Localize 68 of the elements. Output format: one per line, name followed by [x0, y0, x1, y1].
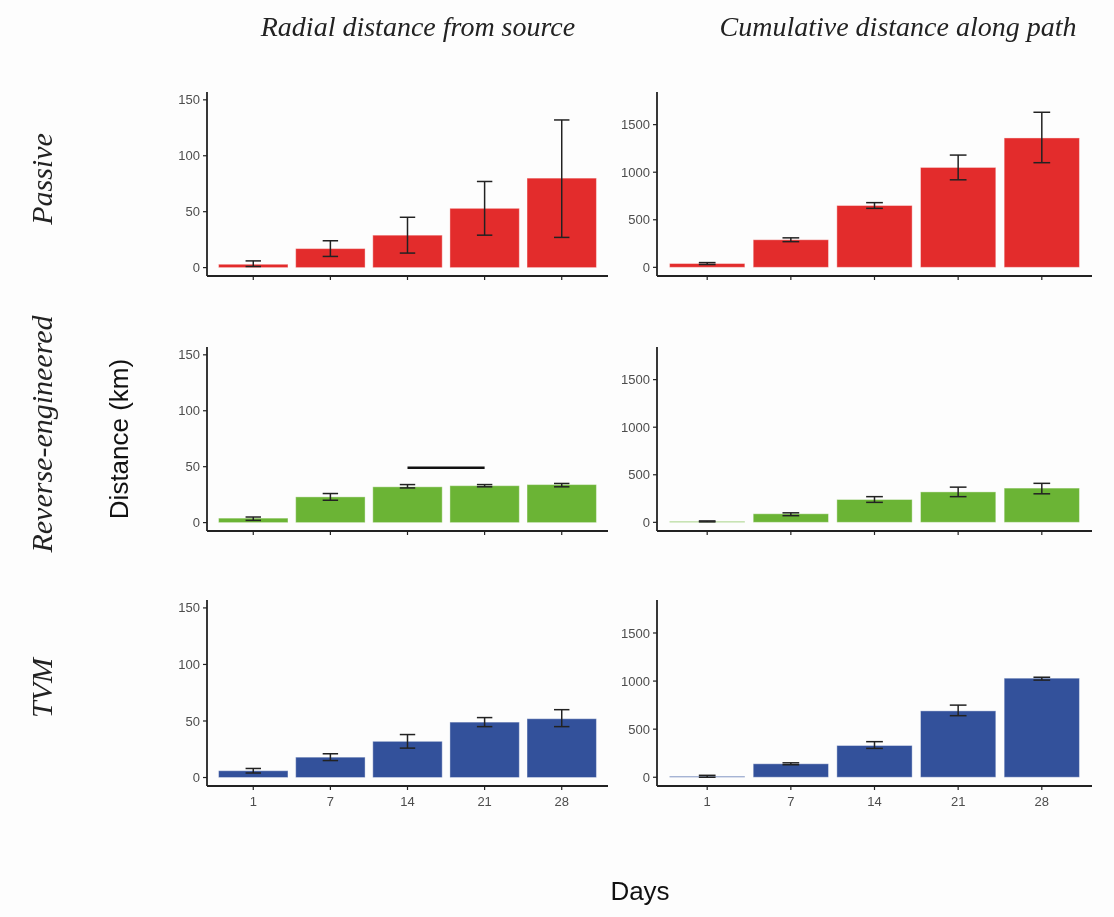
- bar: [836, 499, 913, 523]
- y-tick-label: 100: [178, 657, 200, 672]
- y-tick-label: 0: [192, 260, 200, 276]
- x-tick-label: 1: [703, 794, 711, 809]
- bar: [295, 248, 366, 269]
- chart-title: Radial distance from source: [259, 11, 576, 42]
- bar: [449, 207, 520, 269]
- bar: [836, 745, 913, 778]
- bar: [752, 763, 829, 778]
- y-tick-label: 1500: [621, 117, 650, 133]
- bar: [752, 513, 829, 523]
- x-tick-label: 14: [400, 794, 415, 809]
- y-tick-label: 500: [628, 721, 650, 737]
- y-tick-label: 50: [185, 459, 200, 475]
- text: Passive: [25, 133, 58, 226]
- y-tick-label: 150: [178, 92, 200, 108]
- bar: [1003, 487, 1080, 523]
- x-tick-label: 7: [787, 794, 795, 809]
- chart-title: Cumulative distance along path: [719, 11, 1077, 42]
- y-axis-title: Distance (km): [104, 358, 134, 520]
- bar: [526, 718, 597, 779]
- text: Reverse-engineered: [25, 314, 58, 554]
- y-tick-label: 1000: [621, 164, 650, 180]
- bar: [1003, 137, 1080, 268]
- y-tick-label: 1500: [621, 372, 650, 388]
- text: TVM: [25, 655, 58, 718]
- bar: [752, 239, 829, 268]
- bar: [920, 491, 997, 523]
- bar: [449, 485, 520, 524]
- y-tick-label: 0: [192, 515, 200, 531]
- bar: [372, 740, 443, 779]
- x-tick-label: 1: [249, 794, 257, 809]
- bar: [372, 234, 443, 269]
- bar: [218, 770, 289, 779]
- y-tick-label: 1500: [621, 625, 650, 641]
- y-tick-label: 1000: [621, 419, 650, 435]
- y-tick-label: 150: [178, 600, 200, 616]
- x-tick-label: 21: [477, 794, 492, 809]
- bar: [295, 756, 366, 779]
- bar: [218, 263, 289, 269]
- y-tick-label: 50: [185, 713, 200, 729]
- x-tick-label: 7: [326, 794, 334, 809]
- bar: [836, 205, 913, 268]
- y-tick-label: 0: [642, 514, 650, 530]
- bar: [920, 710, 997, 778]
- bar: [372, 486, 443, 524]
- bar: [449, 721, 520, 779]
- bar: [295, 496, 366, 524]
- x-axis-title: Days: [610, 876, 670, 906]
- y-tick-label: 0: [642, 769, 650, 785]
- y-tick-label: 0: [642, 259, 650, 275]
- bar: [526, 484, 597, 524]
- y-tick-label: 0: [192, 770, 200, 786]
- y-tick-label: 100: [178, 403, 200, 419]
- x-tick-label: 28: [554, 794, 569, 809]
- x-tick-label: 14: [867, 794, 882, 809]
- y-tick-label: 150: [178, 347, 200, 363]
- bar: [526, 177, 597, 269]
- bar: [920, 166, 997, 268]
- y-tick-label: 500: [628, 212, 650, 228]
- bar: [218, 517, 289, 524]
- y-tick-label: 1000: [621, 673, 650, 689]
- y-tick-label: 500: [628, 467, 650, 483]
- x-tick-label: 28: [1034, 794, 1050, 809]
- bar: [1003, 677, 1080, 778]
- y-tick-label: 100: [178, 148, 200, 164]
- x-tick-label: 21: [950, 794, 966, 809]
- y-tick-label: 50: [185, 204, 200, 220]
